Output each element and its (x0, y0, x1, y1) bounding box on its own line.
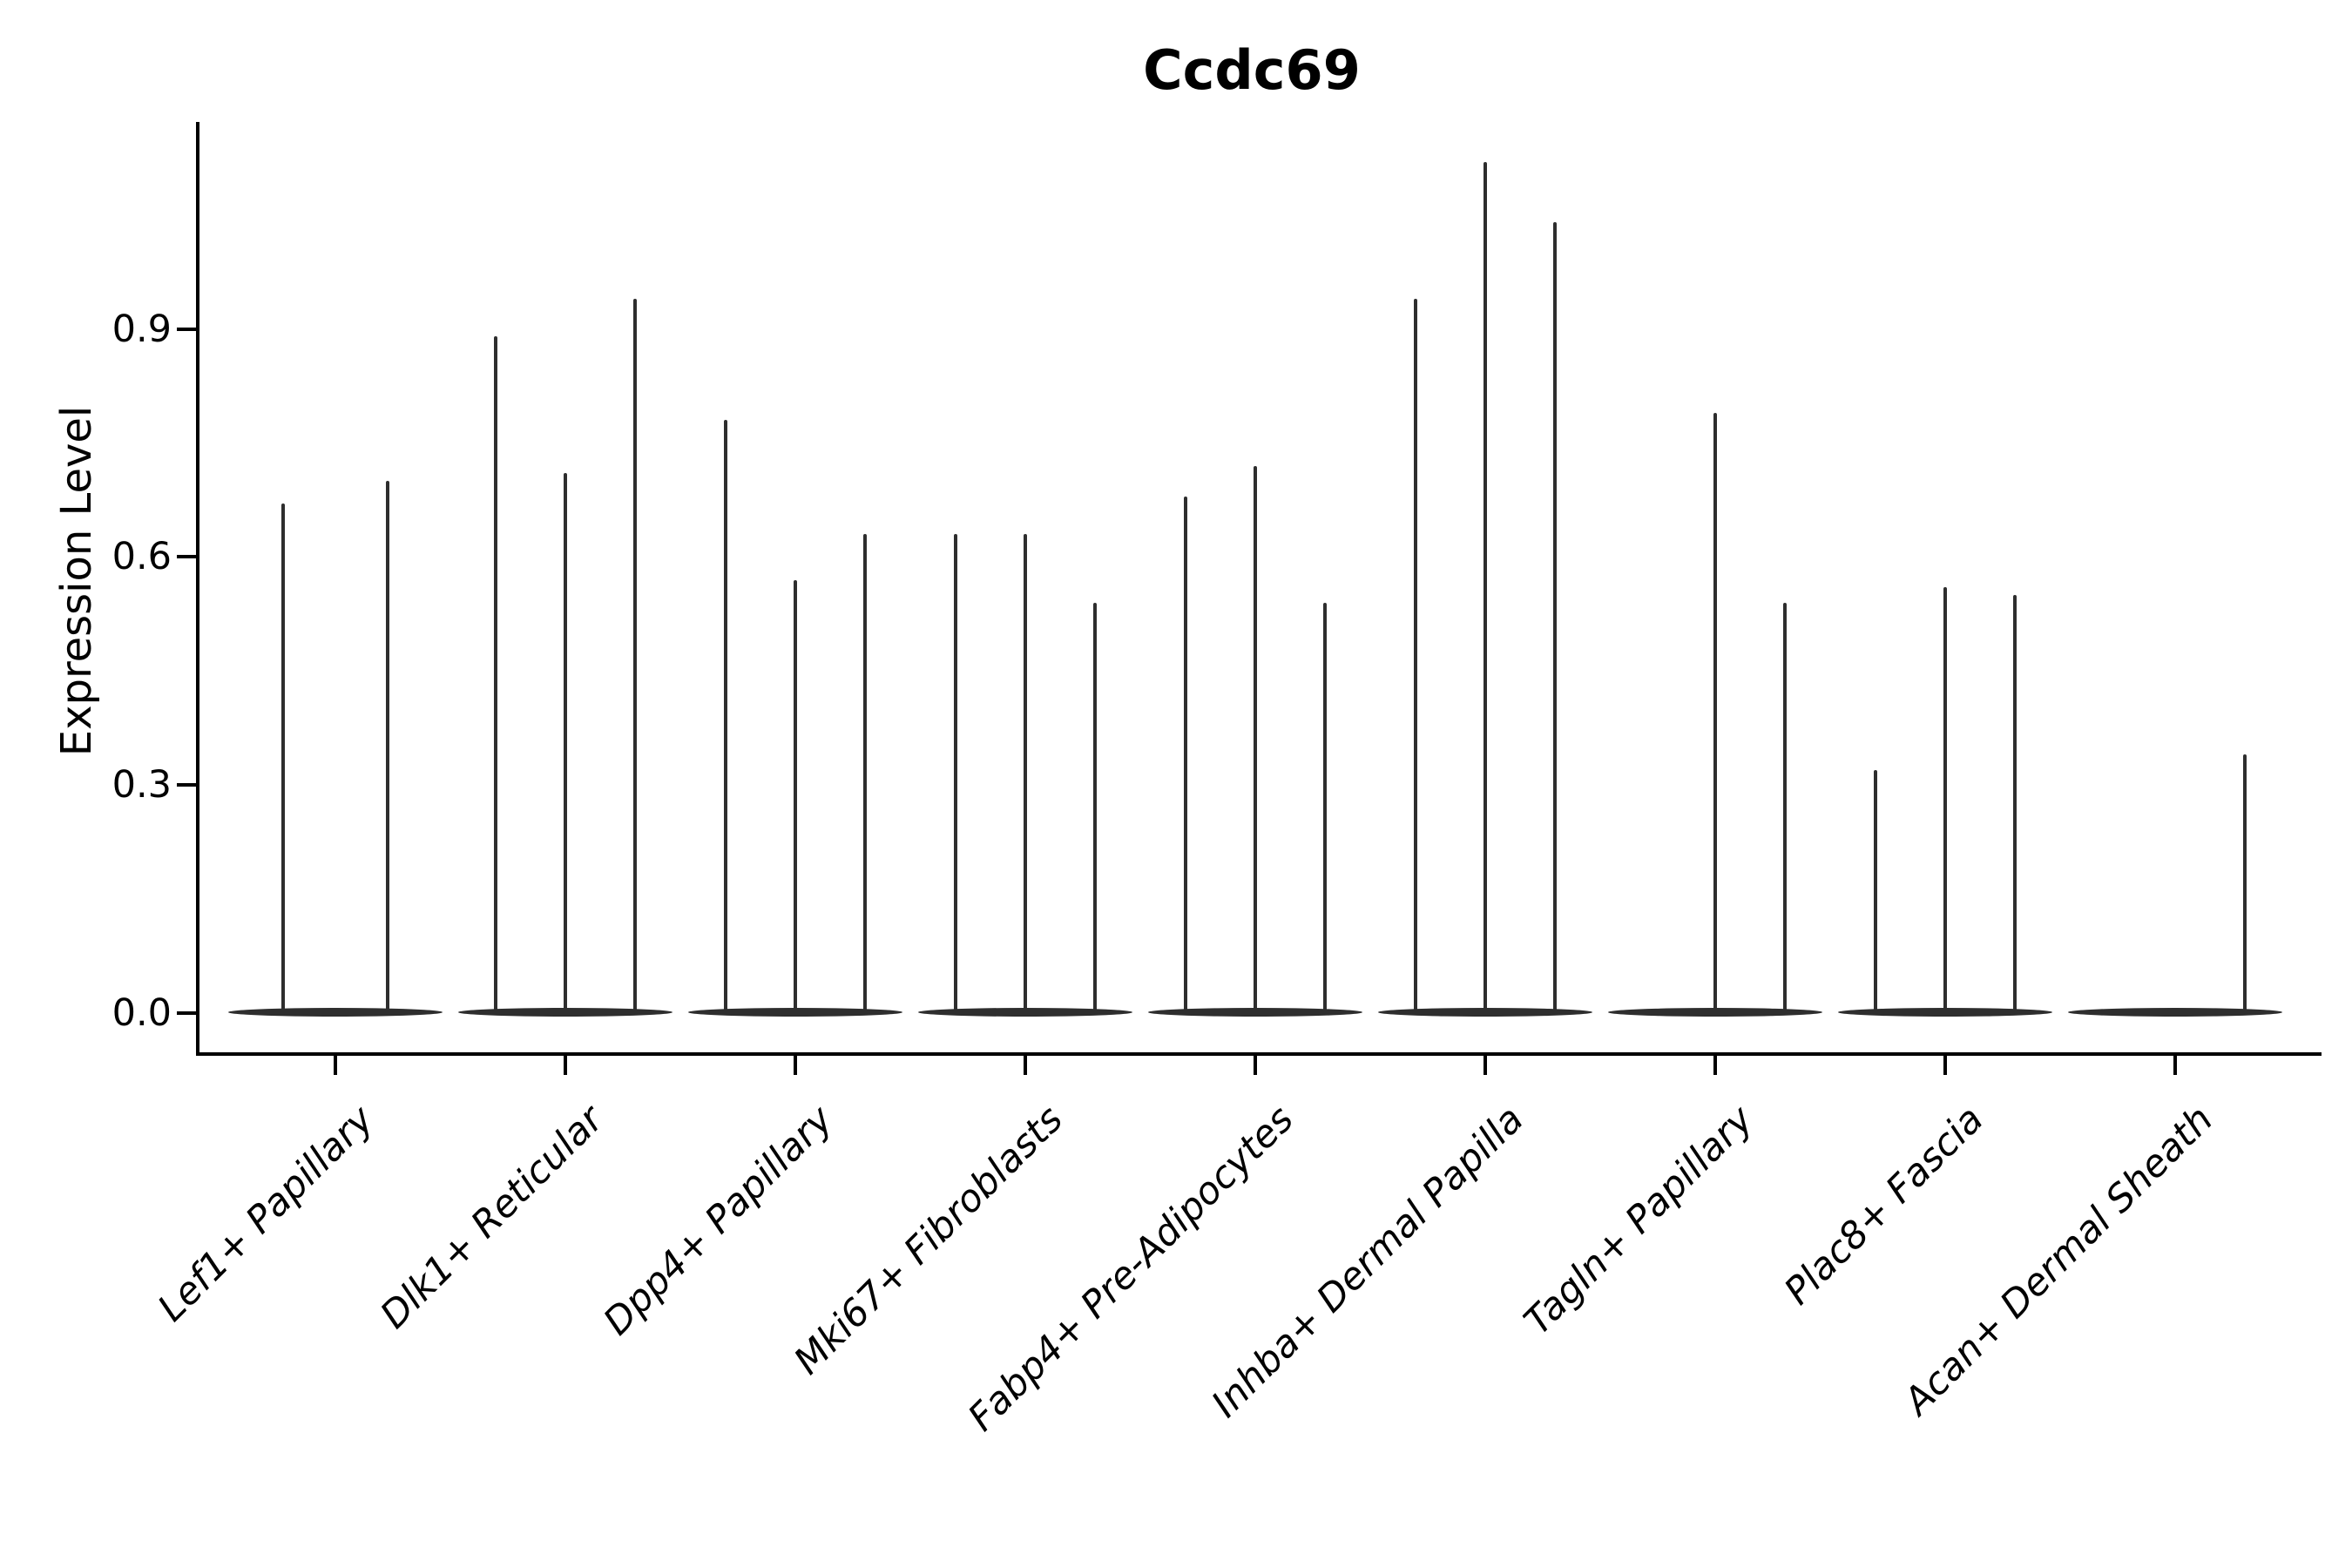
violin-spike (1414, 298, 1417, 1015)
violin-spike (2243, 754, 2247, 1015)
violin-spike (724, 420, 727, 1015)
x-tick-mark (1254, 1056, 1257, 1075)
y-axis-spine (196, 122, 199, 1056)
x-tick-mark (334, 1056, 337, 1075)
violin-spike (386, 481, 389, 1015)
violin-spike (494, 336, 497, 1015)
chart-title: Ccdc69 (1143, 38, 1361, 102)
x-tick-mark (1024, 1056, 1027, 1075)
x-tick-mark (1943, 1056, 1947, 1075)
violin-spike (1254, 465, 1257, 1015)
violin-base (2068, 1008, 2282, 1017)
y-tick-mark (177, 555, 196, 559)
violin-spike (1484, 161, 1487, 1015)
violin-spike (1943, 587, 1947, 1015)
y-tick-label: 0.9 (112, 307, 172, 351)
x-tick-mark (564, 1056, 567, 1075)
x-tick-mark (2173, 1056, 2177, 1075)
y-tick-label: 0.0 (112, 991, 172, 1035)
y-tick-label: 0.6 (112, 535, 172, 579)
violin-spike (564, 473, 567, 1015)
x-axis-category-label: Plac8+ Fascia (1775, 1098, 1992, 1314)
x-axis-category-label: Dpp4+ Papillary (595, 1098, 842, 1344)
x-tick-mark (794, 1056, 797, 1075)
y-axis-label: Expression Level (52, 405, 101, 757)
x-tick-mark (1713, 1056, 1717, 1075)
x-tick-mark (1484, 1056, 1487, 1075)
violin-base (228, 1008, 443, 1017)
violin-spike (1093, 602, 1097, 1015)
x-axis-category-label: Tagln+ Papillary (1516, 1098, 1762, 1344)
violin-spike (1713, 412, 1717, 1015)
y-tick-mark (177, 327, 196, 331)
x-axis-category-label: Dlk1+ Reticular (372, 1098, 612, 1338)
violin-spike (2013, 595, 2017, 1015)
x-axis-category-label: Lef1+ Papillary (149, 1098, 382, 1330)
violin-spike (1184, 496, 1187, 1015)
y-tick-mark (177, 783, 196, 787)
violin-spike (794, 579, 797, 1015)
violin-spike (1553, 222, 1557, 1015)
y-tick-mark (177, 1011, 196, 1015)
violin-spike (954, 534, 957, 1015)
violin-spike (281, 504, 285, 1015)
violin-spike (1024, 534, 1027, 1015)
violin-spike (633, 298, 637, 1015)
x-axis-spine (196, 1052, 2322, 1056)
violin-spike (863, 534, 867, 1015)
violin-spike (1323, 602, 1327, 1015)
violin-spike (1783, 602, 1787, 1015)
y-tick-label: 0.3 (112, 763, 172, 808)
violin-spike (1874, 769, 1877, 1015)
